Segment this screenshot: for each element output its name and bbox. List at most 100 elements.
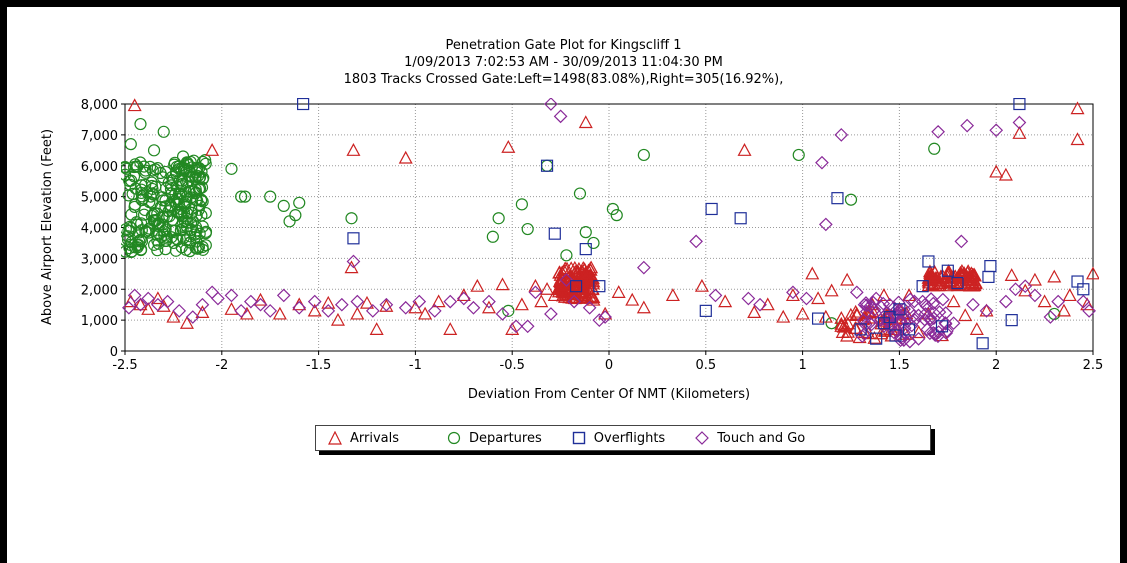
data-point bbox=[911, 325, 926, 339]
y-tick-label: 5,000 bbox=[81, 191, 118, 206]
data-point bbox=[747, 305, 762, 319]
data-point bbox=[792, 148, 805, 162]
data-point bbox=[941, 264, 954, 277]
data-point bbox=[293, 196, 306, 209]
data-point bbox=[121, 230, 134, 243]
data-point bbox=[124, 138, 137, 151]
data-point bbox=[172, 304, 187, 318]
data-point bbox=[776, 309, 791, 323]
data-point bbox=[1085, 266, 1099, 280]
x-tick-label: 1.5 bbox=[889, 358, 910, 373]
chart-titles: Penetration Gate Plot for Kingscliff 1 1… bbox=[7, 37, 1120, 88]
data-point bbox=[951, 276, 964, 290]
data-point bbox=[253, 292, 268, 306]
x-tick-label: -2 bbox=[215, 358, 228, 373]
legend-label: Overflights bbox=[593, 430, 666, 446]
data-point bbox=[1018, 279, 1033, 294]
circle-marker-icon bbox=[447, 431, 461, 445]
data-point bbox=[470, 278, 485, 292]
data-point bbox=[1037, 294, 1052, 308]
data-point bbox=[927, 265, 942, 279]
data-point bbox=[141, 291, 156, 306]
x-tick-label: -1.5 bbox=[306, 358, 331, 373]
data-point bbox=[1012, 126, 1027, 139]
data-point bbox=[181, 156, 194, 170]
data-point bbox=[544, 98, 558, 111]
data-point bbox=[582, 285, 597, 299]
data-point bbox=[134, 117, 147, 131]
data-point bbox=[636, 260, 651, 275]
data-point bbox=[882, 297, 897, 312]
data-point bbox=[867, 331, 882, 344]
data-point bbox=[859, 306, 874, 320]
data-point bbox=[984, 259, 997, 273]
data-point bbox=[283, 215, 296, 228]
y-tick-label: 4,000 bbox=[81, 222, 118, 237]
data-point bbox=[234, 304, 249, 318]
data-point bbox=[786, 285, 800, 300]
data-point bbox=[190, 186, 203, 199]
data-point bbox=[184, 230, 197, 243]
data-point bbox=[911, 308, 926, 323]
data-point bbox=[1076, 294, 1091, 309]
data-point bbox=[705, 202, 718, 216]
data-point bbox=[157, 125, 170, 138]
data-point bbox=[196, 240, 209, 254]
data-point bbox=[321, 295, 336, 309]
data-point bbox=[205, 143, 220, 156]
data-point bbox=[166, 309, 181, 323]
data-point bbox=[567, 294, 582, 309]
data-point bbox=[418, 306, 433, 320]
data-point bbox=[398, 150, 413, 164]
data-point bbox=[272, 306, 287, 320]
data-point bbox=[831, 192, 844, 205]
data-point bbox=[334, 297, 349, 312]
data-point bbox=[330, 312, 345, 326]
data-point bbox=[582, 273, 597, 287]
data-point bbox=[160, 294, 175, 309]
scatter-plot: -2.5 -2 -1.5 -1 -0.5 0 0.5 1 1.5 2 2.5 0 1,000 2,000 3… bbox=[40, 98, 1104, 402]
data-point bbox=[199, 206, 212, 220]
data-point bbox=[443, 294, 458, 309]
data-point bbox=[935, 320, 949, 333]
data-point bbox=[521, 222, 534, 236]
data-point bbox=[870, 332, 883, 345]
data-point bbox=[495, 307, 510, 321]
data-point bbox=[165, 187, 178, 200]
data-point bbox=[922, 255, 935, 268]
x-tick-label: -1 bbox=[409, 358, 422, 373]
data-point bbox=[718, 294, 733, 308]
data-point bbox=[578, 115, 593, 129]
data-point bbox=[122, 300, 136, 315]
data-point bbox=[610, 209, 623, 222]
data-point bbox=[818, 309, 833, 323]
data-point bbox=[840, 328, 855, 342]
data-point bbox=[181, 216, 194, 229]
data-point bbox=[561, 270, 576, 284]
data-point bbox=[176, 174, 189, 187]
data-point bbox=[866, 295, 881, 310]
data-point bbox=[369, 322, 384, 335]
data-point bbox=[1077, 283, 1090, 296]
data-point bbox=[857, 325, 872, 339]
data-point bbox=[636, 300, 651, 314]
data-point bbox=[928, 142, 941, 155]
data-point bbox=[1012, 115, 1027, 130]
data-point bbox=[289, 209, 302, 222]
data-point bbox=[297, 98, 310, 111]
data-point bbox=[199, 227, 212, 240]
data-point bbox=[189, 187, 202, 200]
data-point bbox=[876, 288, 891, 302]
data-point bbox=[932, 305, 947, 319]
data-point bbox=[167, 236, 180, 250]
data-point bbox=[923, 311, 938, 326]
data-point bbox=[1082, 304, 1096, 318]
data-point bbox=[412, 294, 427, 309]
data-point bbox=[173, 162, 186, 175]
x-tick-label: 2.5 bbox=[1083, 358, 1104, 373]
data-point bbox=[169, 244, 183, 257]
chart-date-range: 1/09/2013 7:02:53 AM - 30/09/2013 11:04:… bbox=[404, 55, 723, 70]
x-tick-label: 0.5 bbox=[695, 358, 716, 373]
legend-label: Arrivals bbox=[350, 430, 400, 446]
data-point bbox=[129, 158, 142, 171]
